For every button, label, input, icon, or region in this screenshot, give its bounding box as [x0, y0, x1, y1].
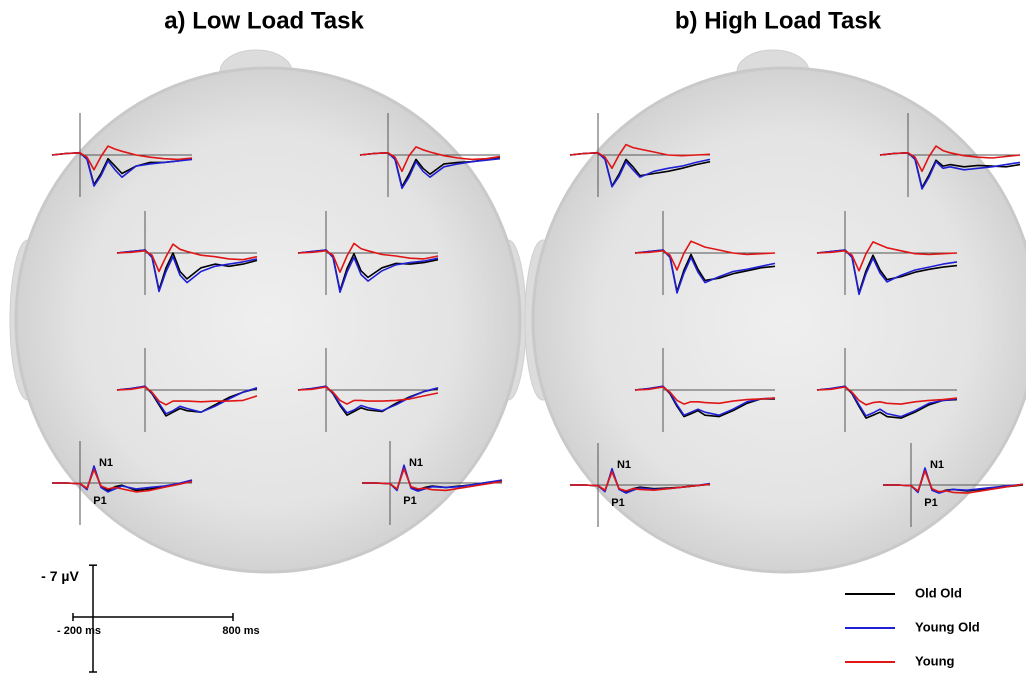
peak-label: N1 [99, 457, 113, 469]
scale-x-label: 800 ms [222, 625, 259, 637]
scale-x-label: - 200 ms [57, 625, 101, 637]
peak-label: P1 [93, 495, 106, 507]
legend-label: Young [915, 653, 955, 668]
peak-label: N1 [617, 459, 631, 471]
legend-label: Young Old [915, 619, 980, 634]
head-left [10, 50, 526, 572]
panel-title: a) Low Load Task [164, 7, 364, 34]
peak-label: P1 [611, 497, 624, 509]
peak-label: P1 [403, 495, 416, 507]
panel-title: b) High Load Task [675, 7, 882, 34]
scale-y-label: - 7 µV [41, 568, 79, 584]
peak-label: N1 [409, 457, 423, 469]
peak-label: P1 [924, 497, 937, 509]
figure: a) Low Load Task b) High Load Task N1 P1 N… [0, 0, 1026, 673]
head-right [525, 50, 1026, 572]
peak-label: N1 [930, 459, 944, 471]
legend-label: Old Old [915, 585, 962, 600]
